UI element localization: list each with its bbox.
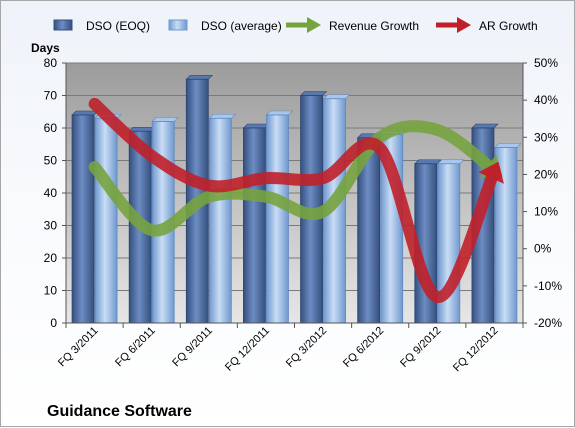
bar xyxy=(208,117,232,324)
y2-tick-label: -20% xyxy=(534,316,562,330)
y-tick-label: 80 xyxy=(44,56,58,70)
bar-group xyxy=(242,123,271,324)
y-tick-label: 10 xyxy=(44,284,58,298)
bar-group xyxy=(208,113,237,324)
legend-label-revenue-growth: Revenue Growth xyxy=(329,19,419,33)
bar-group xyxy=(265,110,294,324)
bar-cap xyxy=(128,126,156,132)
bar-group xyxy=(94,113,122,324)
bar-cap xyxy=(322,94,351,100)
x-tick-label: FQ 9/2012 xyxy=(398,325,443,370)
series-line xyxy=(88,120,501,237)
bar-cap xyxy=(265,110,294,116)
y-tick-label: 70 xyxy=(44,89,58,103)
chart-footer-title: Guidance Software xyxy=(47,403,192,420)
y2-tick-label: 20% xyxy=(534,167,558,181)
series-line xyxy=(88,97,501,303)
bar-group xyxy=(71,110,99,324)
y-axis-title: Days xyxy=(31,41,60,55)
y-tick-label: 50 xyxy=(44,154,58,168)
bar xyxy=(243,127,266,324)
bar-cap xyxy=(242,123,271,129)
y-tick-label: 30 xyxy=(44,219,58,233)
x-tick-label: FQ 6/2011 xyxy=(113,325,158,370)
y2-tick-label: -10% xyxy=(534,279,562,293)
legend-item-revenue-growth: Revenue Growth xyxy=(286,17,419,33)
y2-tick-label: 30% xyxy=(534,130,558,144)
x-tick-label: FQ 9/2011 xyxy=(170,325,215,370)
bar xyxy=(94,117,118,324)
x-tick-label: FQ 12/2012 xyxy=(451,325,501,375)
legend: DSO (EOQ) DSO (average) Revenue Growth A… xyxy=(53,17,538,33)
y-tick-label: 60 xyxy=(44,121,58,135)
legend-label-ar-growth: AR Growth xyxy=(479,19,538,33)
x-tick-label: FQ 6/2012 xyxy=(341,325,386,370)
bar-cap xyxy=(494,143,522,148)
legend-item-dso-average: DSO (average) xyxy=(168,19,282,33)
y-tick-label: 0 xyxy=(50,316,57,330)
legend-item-dso-eoq: DSO (EOQ) xyxy=(53,19,150,33)
bar-cap xyxy=(437,159,465,165)
bar-cap xyxy=(299,91,328,96)
y2-tick-label: 40% xyxy=(534,93,558,107)
bar-group xyxy=(494,143,522,324)
legend-label-dso-eoq: DSO (EOQ) xyxy=(86,19,150,33)
y-tick-label: 20 xyxy=(44,251,58,265)
y2-tick-label: 10% xyxy=(534,205,558,219)
legend-item-ar-growth: AR Growth xyxy=(436,17,538,33)
series-line-group xyxy=(88,97,504,303)
lines xyxy=(88,97,504,303)
y2-tick-label: 50% xyxy=(534,56,558,70)
bar-cap xyxy=(151,117,179,122)
bar xyxy=(71,114,95,324)
bar-cap xyxy=(185,74,214,80)
bar-cap xyxy=(208,113,237,119)
bar-cap xyxy=(414,159,442,165)
x-tick-label: FQ 3/2011 xyxy=(56,325,101,370)
bar-cap xyxy=(471,123,499,129)
series-arrowhead xyxy=(478,161,504,184)
y2-tick-label: 0% xyxy=(534,242,552,256)
y-tick-label: 40 xyxy=(44,186,58,200)
bar xyxy=(266,114,289,324)
x-tick-label: FQ 12/2011 xyxy=(223,325,272,374)
x-tick-label: FQ 3/2012 xyxy=(284,325,329,370)
legend-label-dso-average: DSO (average) xyxy=(201,19,282,33)
